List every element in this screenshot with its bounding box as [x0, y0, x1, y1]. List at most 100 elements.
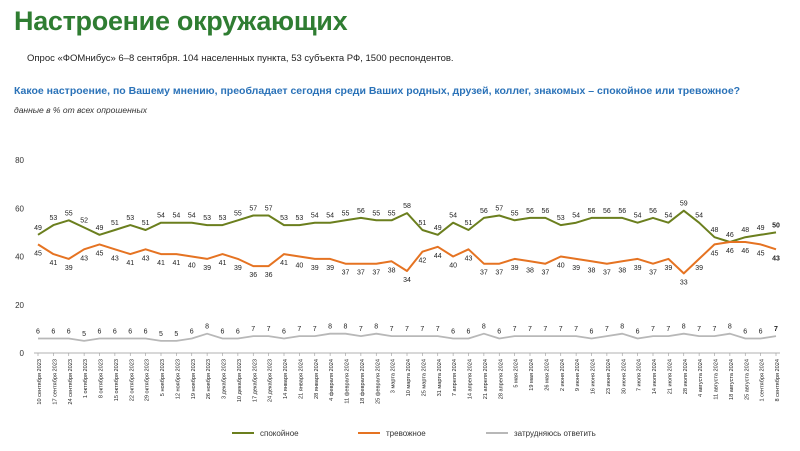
- data-label-calm: 46: [726, 232, 734, 239]
- x-tick-label: 22 октября 2023: [129, 359, 135, 401]
- x-tick-label: 5 ноября 2023: [160, 359, 166, 396]
- data-label-anxious: 39: [511, 265, 519, 272]
- x-tick-label: 14 июля 2024: [652, 359, 658, 394]
- data-label-hard-to-say: 7: [666, 326, 670, 333]
- x-tick-label: 10 декабря 2023: [237, 359, 243, 402]
- data-label-calm: 54: [172, 213, 180, 220]
- data-label-anxious: 41: [172, 260, 180, 267]
- x-tick-label: 14 апреля 2024: [468, 359, 474, 399]
- data-label-hard-to-say: 6: [743, 329, 747, 336]
- data-label-anxious: 39: [572, 265, 580, 272]
- data-label-anxious: 46: [741, 248, 749, 255]
- data-label-calm: 56: [480, 208, 488, 215]
- data-label-hard-to-say: 7: [251, 326, 255, 333]
- data-label-calm: 54: [695, 213, 703, 220]
- x-tick-label: 17 сентября 2023: [52, 359, 58, 405]
- x-tick-label: 2 июня 2024: [560, 359, 566, 391]
- x-tick-label: 3 марта 2024: [391, 359, 397, 393]
- data-label-calm: 49: [34, 225, 42, 232]
- data-label-anxious: 42: [418, 258, 426, 265]
- data-label-hard-to-say: 6: [236, 329, 240, 336]
- x-tick-label: 3 декабря 2023: [222, 359, 228, 399]
- data-label-anxious: 34: [403, 277, 411, 284]
- data-label-calm: 53: [280, 215, 288, 222]
- data-label-anxious: 43: [111, 255, 119, 262]
- data-label-hard-to-say: 6: [282, 329, 286, 336]
- data-label-hard-to-say: 8: [482, 324, 486, 331]
- legend-item-calm: спокойное: [232, 427, 299, 439]
- data-label-anxious: 40: [557, 263, 565, 270]
- data-label-hard-to-say: 6: [51, 329, 55, 336]
- y-tick-label: 0: [20, 349, 25, 358]
- data-label-hard-to-say: 5: [174, 331, 178, 338]
- x-tick-label: 19 ноября 2023: [191, 359, 197, 399]
- x-tick-label: 26 мая 2024: [544, 359, 550, 391]
- x-tick-label: 4 февраля 2024: [329, 359, 335, 401]
- data-label-anxious: 45: [757, 250, 765, 257]
- x-tick-label: 31 марта 2024: [437, 359, 443, 396]
- x-tick-label: 19 мая 2024: [529, 359, 535, 391]
- data-label-anxious: 37: [372, 270, 380, 277]
- data-label-calm: 56: [541, 208, 549, 215]
- x-tick-label: 28 июля 2024: [683, 359, 689, 394]
- legend-item-anxious: тревожное: [358, 427, 426, 439]
- legend-swatch-calm: [232, 432, 254, 434]
- data-label-calm: 53: [219, 215, 227, 222]
- legend-swatch-anxious: [358, 432, 380, 434]
- line-chart: 0 20 40 60 80 10 сентября 2023 17 сентября 202…: [15, 156, 781, 405]
- data-label-calm: 55: [388, 210, 396, 217]
- legend-label-hard-to-say: затрудняюсь ответить: [514, 428, 596, 438]
- x-tick-label: 24 сентября 2023: [68, 359, 74, 405]
- data-label-calm: 56: [649, 208, 657, 215]
- data-label-calm: 48: [711, 227, 719, 234]
- data-label-hard-to-say: 7: [697, 326, 701, 333]
- data-label-calm: 55: [342, 210, 350, 217]
- data-label-hard-to-say: 6: [190, 329, 194, 336]
- data-label-calm: 54: [311, 213, 319, 220]
- data-label-anxious: 41: [219, 260, 227, 267]
- data-label-hard-to-say: 7: [297, 326, 301, 333]
- data-label-hard-to-say: 7: [436, 326, 440, 333]
- data-label-calm: 57: [249, 205, 257, 212]
- data-label-anxious: 45: [711, 250, 719, 257]
- x-tick-label: 25 марта 2024: [421, 359, 427, 396]
- x-tick-label: 24 декабря 2023: [268, 359, 274, 402]
- data-label-anxious: 38: [526, 267, 534, 274]
- data-label-anxious: 37: [357, 270, 365, 277]
- data-label-hard-to-say: 7: [513, 326, 517, 333]
- data-label-hard-to-say: 8: [344, 324, 348, 331]
- x-tick-label: 17 декабря 2023: [252, 359, 258, 402]
- data-label-calm: 55: [65, 210, 73, 217]
- data-label-calm: 50: [772, 222, 780, 229]
- data-label-hard-to-say: 6: [36, 329, 40, 336]
- data-label-calm: 56: [618, 208, 626, 215]
- data-label-calm: 48: [741, 227, 749, 234]
- x-tick-label: 29 октября 2023: [145, 359, 151, 401]
- legend-label-calm: спокойное: [260, 428, 299, 438]
- data-label-hard-to-say: 8: [620, 324, 624, 331]
- x-tick-label: 1 сентября 2024: [760, 359, 766, 402]
- data-label-hard-to-say: 8: [728, 324, 732, 331]
- data-label-hard-to-say: 6: [636, 329, 640, 336]
- data-label-anxious: 37: [342, 270, 350, 277]
- data-label-anxious: 43: [772, 255, 780, 262]
- x-tick-label: 15 октября 2023: [114, 359, 120, 401]
- data-label-anxious: 39: [234, 265, 242, 272]
- data-label-hard-to-say: 7: [713, 326, 717, 333]
- data-label-calm: 57: [265, 205, 273, 212]
- data-label-hard-to-say: 7: [651, 326, 655, 333]
- data-label-calm: 49: [757, 225, 765, 232]
- data-label-hard-to-say: 6: [759, 329, 763, 336]
- data-label-hard-to-say: 7: [574, 326, 578, 333]
- data-label-anxious: 41: [126, 260, 134, 267]
- data-label-hard-to-say: 6: [128, 329, 132, 336]
- data-label-anxious: 39: [634, 265, 642, 272]
- data-label-calm: 55: [234, 210, 242, 217]
- data-label-calm: 51: [465, 220, 473, 227]
- data-label-calm: 53: [49, 215, 57, 222]
- data-label-anxious: 41: [157, 260, 165, 267]
- data-label-calm: 58: [403, 203, 411, 210]
- data-label-hard-to-say: 7: [605, 326, 609, 333]
- data-label-hard-to-say: 6: [451, 329, 455, 336]
- x-tick-label: 8 октября 2023: [99, 359, 105, 398]
